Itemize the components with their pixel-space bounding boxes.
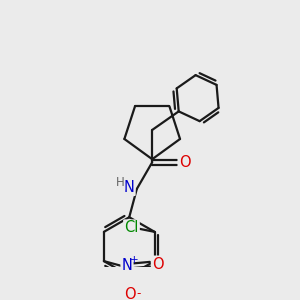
Text: N: N: [124, 180, 134, 195]
Text: O: O: [152, 257, 164, 272]
Text: O: O: [124, 287, 136, 300]
Text: N: N: [122, 258, 132, 273]
Text: -: -: [136, 287, 141, 300]
Text: +: +: [130, 255, 138, 265]
Text: Cl: Cl: [124, 220, 139, 236]
Text: O: O: [179, 155, 190, 170]
Text: H: H: [116, 176, 124, 189]
